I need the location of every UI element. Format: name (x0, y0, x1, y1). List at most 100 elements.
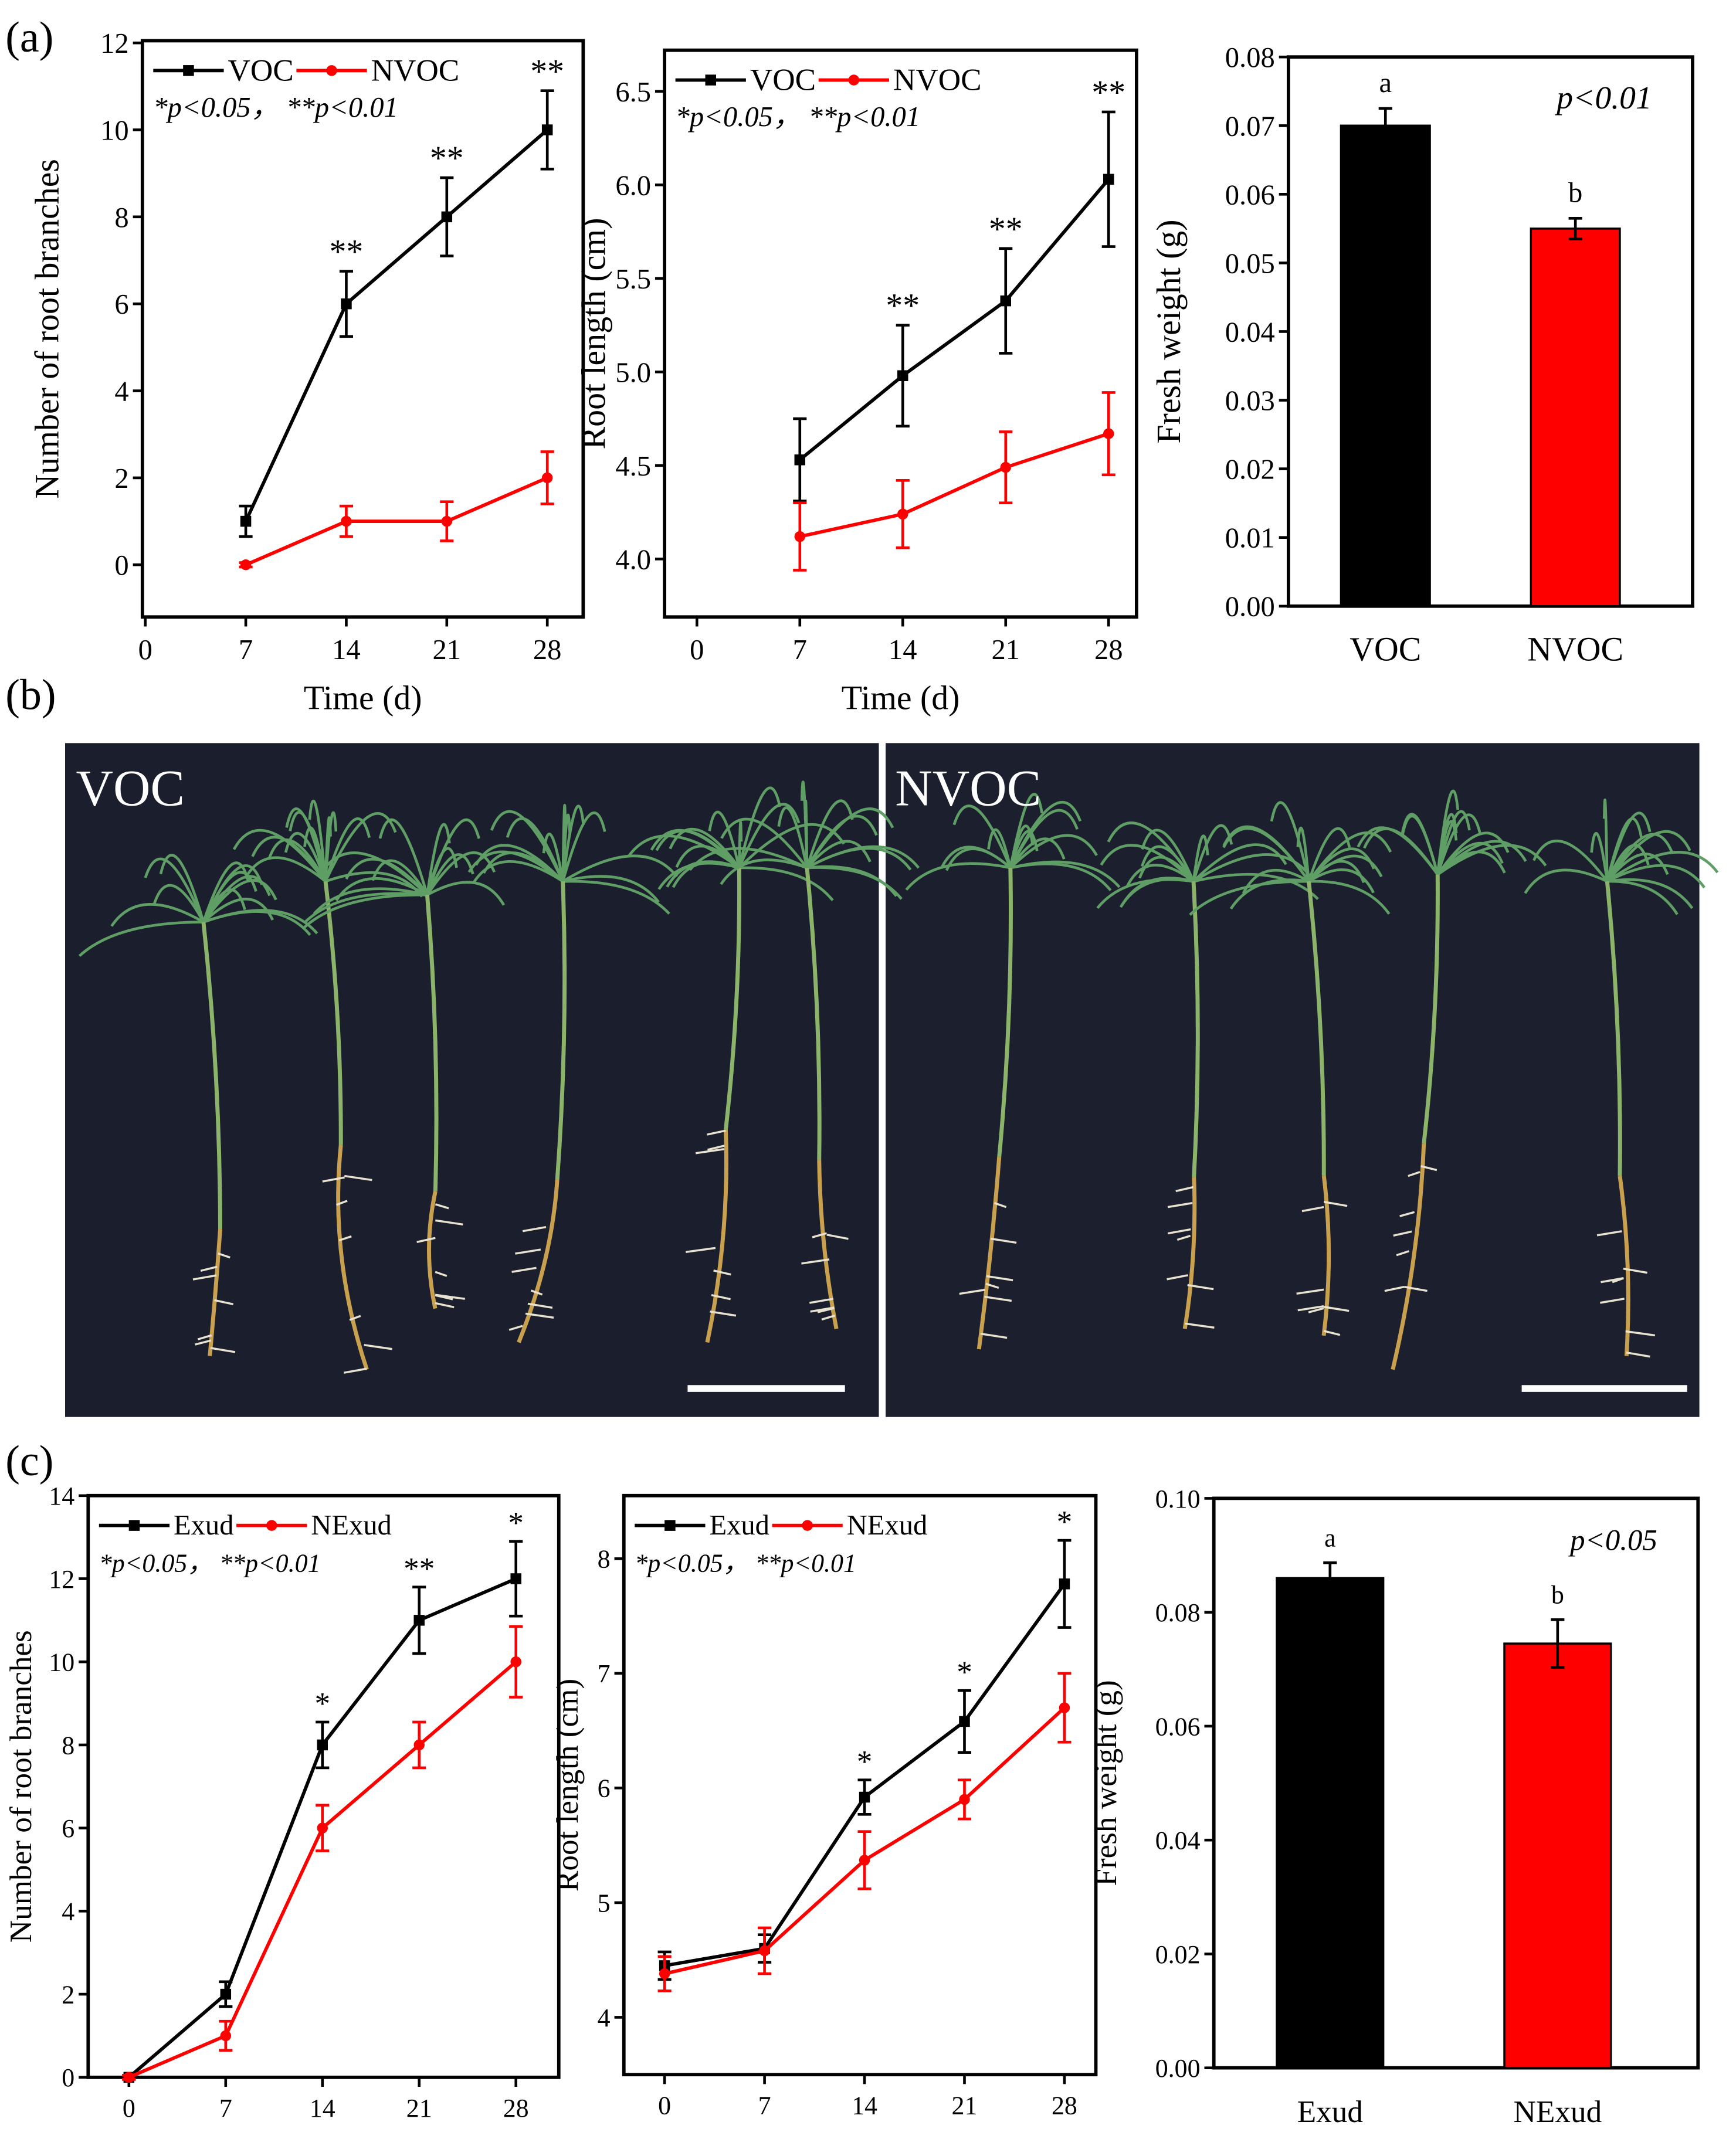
lateral-root (826, 1234, 849, 1240)
y-tick-label: 4 (62, 1897, 74, 1926)
needle (1192, 824, 1233, 882)
needle (669, 827, 741, 869)
x-tick-label: 28 (1094, 634, 1123, 666)
y-tick-label: 8 (62, 1731, 74, 1760)
root (1182, 1177, 1197, 1329)
needle (1242, 868, 1310, 894)
marker (441, 515, 453, 527)
y-tick-label: 0.04 (1225, 316, 1275, 348)
marker (659, 1968, 670, 1980)
marker (220, 1988, 232, 2000)
lateral-root (1323, 1330, 1341, 1336)
stem (1307, 881, 1326, 1176)
lateral-root (522, 1226, 547, 1233)
stem (201, 922, 222, 1229)
significance: * (957, 1655, 972, 1689)
lateral-root (686, 1247, 716, 1254)
y-tick-label: 12 (49, 1565, 74, 1594)
marker (859, 1855, 870, 1866)
needle (561, 811, 606, 882)
lateral-root (1185, 1322, 1215, 1329)
x-tick-label: NVOC (1527, 630, 1623, 668)
stem (1191, 881, 1200, 1177)
x-tick-label: 28 (503, 2094, 529, 2123)
legend-label: NExud (311, 1509, 392, 1541)
y-tick-label: 0.10 (1155, 1485, 1201, 1513)
needle (628, 834, 740, 869)
lateral-root (416, 1237, 436, 1243)
needle (1100, 844, 1195, 882)
lateral-root (527, 1302, 553, 1309)
y-tick-label: 6.5 (615, 76, 651, 108)
needle (426, 823, 451, 895)
lateral-root (821, 1314, 836, 1321)
needle (345, 858, 429, 896)
lateral-root (809, 1298, 834, 1304)
note: p<0.05 (1568, 1524, 1657, 1557)
y-axis-label: Number of root branches (28, 159, 66, 498)
marker (220, 2030, 232, 2042)
needle (1363, 827, 1439, 875)
marker (413, 1615, 425, 1626)
y-tick-label: 10 (100, 114, 129, 146)
needle (800, 780, 809, 868)
needle (110, 903, 205, 927)
needle (739, 866, 834, 901)
needle (426, 851, 496, 896)
lateral-root (1323, 1201, 1348, 1207)
root (517, 1179, 560, 1343)
y-tick-label: 4 (598, 2004, 611, 2032)
error-bar (1568, 216, 1582, 240)
y-tick-label: 10 (49, 1648, 74, 1677)
significance: * (857, 1744, 873, 1779)
x-tick-label: Exud (1297, 2094, 1363, 2129)
lateral-root (1408, 1171, 1420, 1177)
marker (317, 1739, 328, 1751)
legend-marker (705, 74, 716, 86)
x-axis-label: Time (d) (842, 679, 960, 717)
lateral-root (192, 1274, 217, 1281)
bar (1503, 1642, 1612, 2069)
legend-marker (183, 65, 194, 76)
y-tick-label: 0.07 (1225, 110, 1275, 142)
needle (202, 879, 277, 923)
needle (1606, 864, 1706, 889)
lateral-root (1167, 1201, 1193, 1208)
needle (378, 818, 429, 895)
photo-label: VOC (76, 760, 185, 817)
marker (794, 454, 806, 466)
needle (159, 854, 205, 923)
lateral-root (990, 1237, 1017, 1244)
lateral-root (710, 1310, 737, 1317)
lateral-root (1623, 1267, 1647, 1274)
x-tick-label: 14 (889, 634, 917, 666)
y-tick-label: 4.0 (615, 544, 651, 575)
needle (1009, 837, 1066, 869)
marker (1103, 174, 1114, 185)
needle (1436, 810, 1471, 875)
lateral-root (985, 1282, 999, 1289)
y-tick-label: 0.01 (1225, 522, 1275, 554)
needle (720, 817, 808, 869)
needle (203, 910, 311, 936)
note: *p<0.05， **p<0.01 (153, 91, 398, 123)
plot-frame (663, 48, 1138, 619)
marker (1059, 1702, 1070, 1713)
needle (1436, 841, 1504, 876)
root (336, 1145, 369, 1370)
needle (1009, 809, 1079, 869)
needle (738, 803, 801, 868)
lateral-root (214, 1299, 234, 1306)
y-tick-label: 6 (598, 1774, 611, 1803)
significance: ** (430, 139, 464, 177)
y-tick-label: 2 (62, 1980, 74, 2009)
significance: ** (404, 1551, 435, 1586)
marker (341, 515, 352, 527)
significance-letter: b (1551, 1581, 1564, 1610)
needle (1138, 855, 1195, 882)
y-tick-label: 4 (114, 376, 128, 408)
root (976, 1156, 1002, 1350)
significance: * (508, 1506, 524, 1540)
x-tick-label: 0 (123, 2094, 135, 2123)
